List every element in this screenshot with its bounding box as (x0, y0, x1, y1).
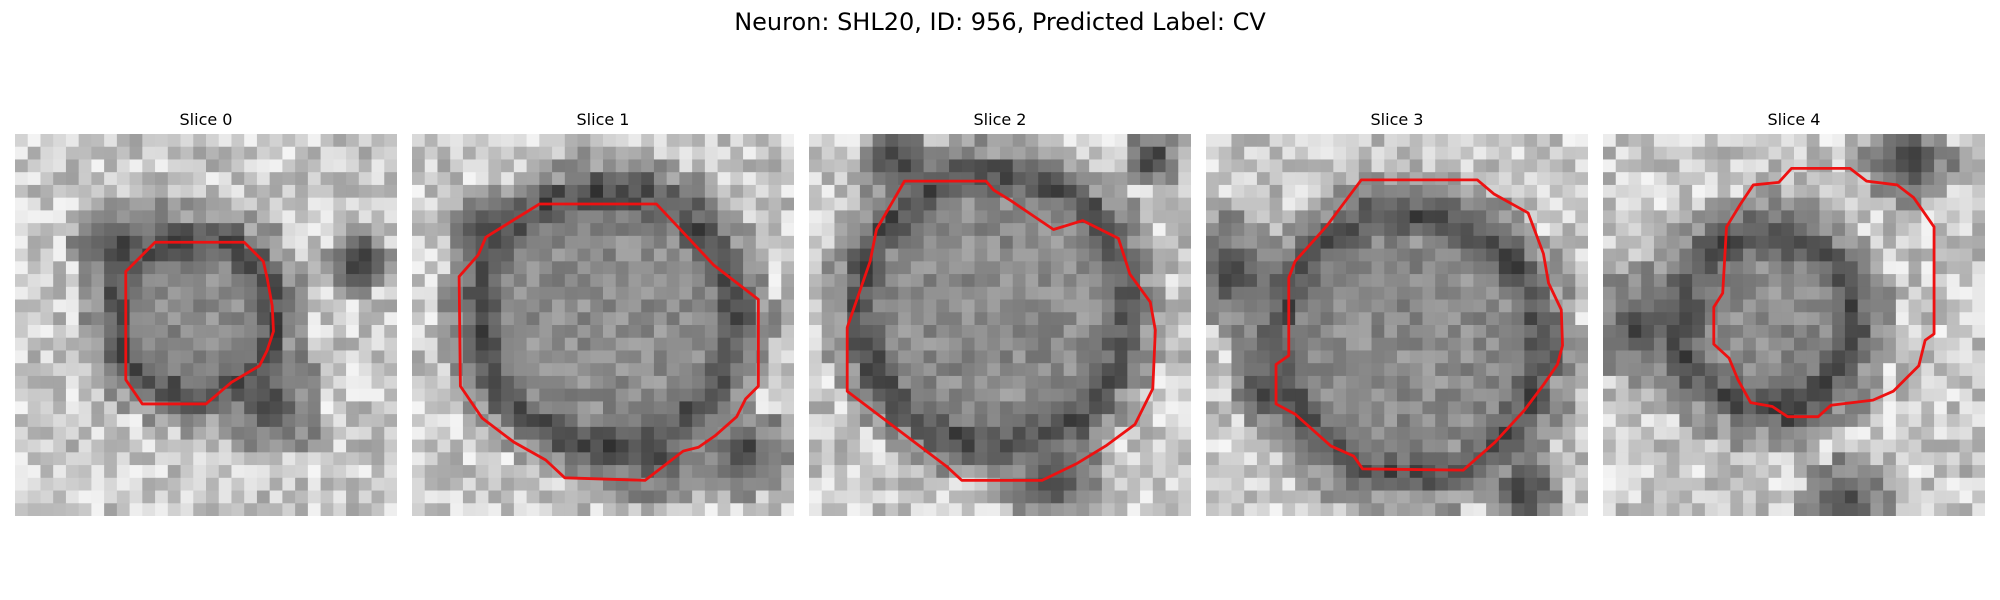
slice-title: Slice 0 (179, 110, 233, 129)
slice-title: Slice 3 (1370, 110, 1424, 129)
slice-title: Slice 2 (973, 110, 1027, 129)
segmentation-contour (1712, 166, 1936, 419)
slice-title: Slice 4 (1767, 110, 1821, 129)
pixel-grid (15, 134, 397, 516)
slice-image (412, 134, 794, 516)
segmentation-contour (1274, 178, 1564, 472)
segmentation-contour (457, 202, 760, 482)
slice-title: Slice 1 (576, 110, 630, 129)
slice-image (809, 134, 1191, 516)
pixel-grid (1603, 134, 1985, 516)
pixel-grid (412, 134, 794, 516)
pixel-grid (1206, 134, 1588, 516)
segmentation-contour (124, 240, 275, 406)
pixel-grid (809, 134, 1191, 516)
figure-title: Neuron: SHL20, ID: 956, Predicted Label:… (734, 8, 1266, 36)
segmentation-contour (845, 179, 1157, 482)
slice-image (15, 134, 397, 516)
slice-image (1206, 134, 1588, 516)
slice-image (1603, 134, 1985, 516)
